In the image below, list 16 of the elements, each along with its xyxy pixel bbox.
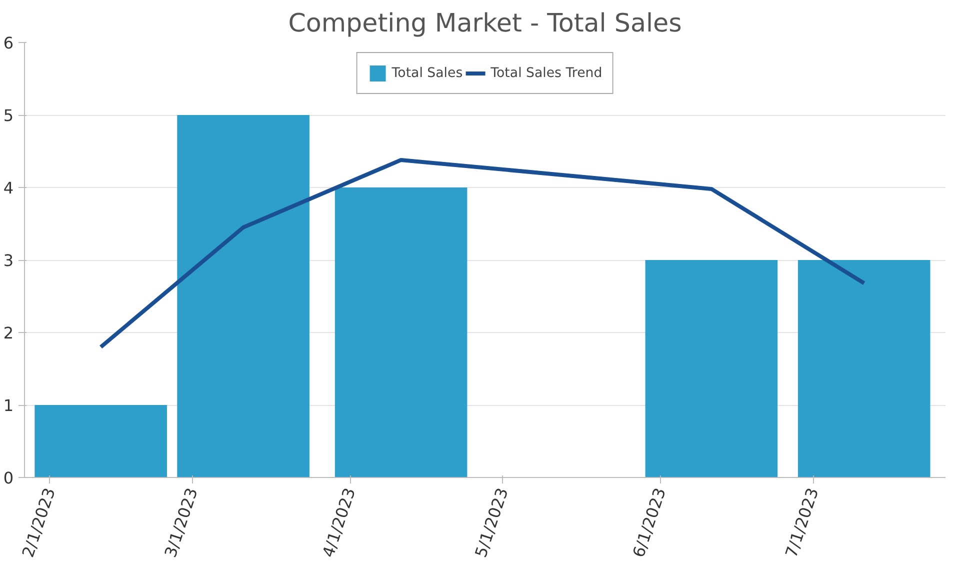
y-tick-label: 1 (3, 396, 14, 415)
y-tick-label: 5 (3, 106, 14, 125)
bar (645, 260, 778, 478)
y-tick-label: 6 (3, 34, 14, 52)
bar (34, 405, 167, 478)
y-tick-label: 2 (3, 324, 14, 342)
y-tick-label: 0 (3, 468, 14, 488)
y-tick-label: 4 (3, 178, 14, 198)
legend-label: Total Sales (392, 66, 463, 80)
bar (334, 188, 468, 478)
chart-title: Competing Market - Total Sales (288, 8, 682, 38)
legend-label: Total Sales Trend (490, 66, 602, 80)
bar (177, 115, 310, 478)
bar (798, 260, 930, 478)
line-series (98, 158, 866, 349)
y-tick-label: 3 (3, 251, 14, 270)
